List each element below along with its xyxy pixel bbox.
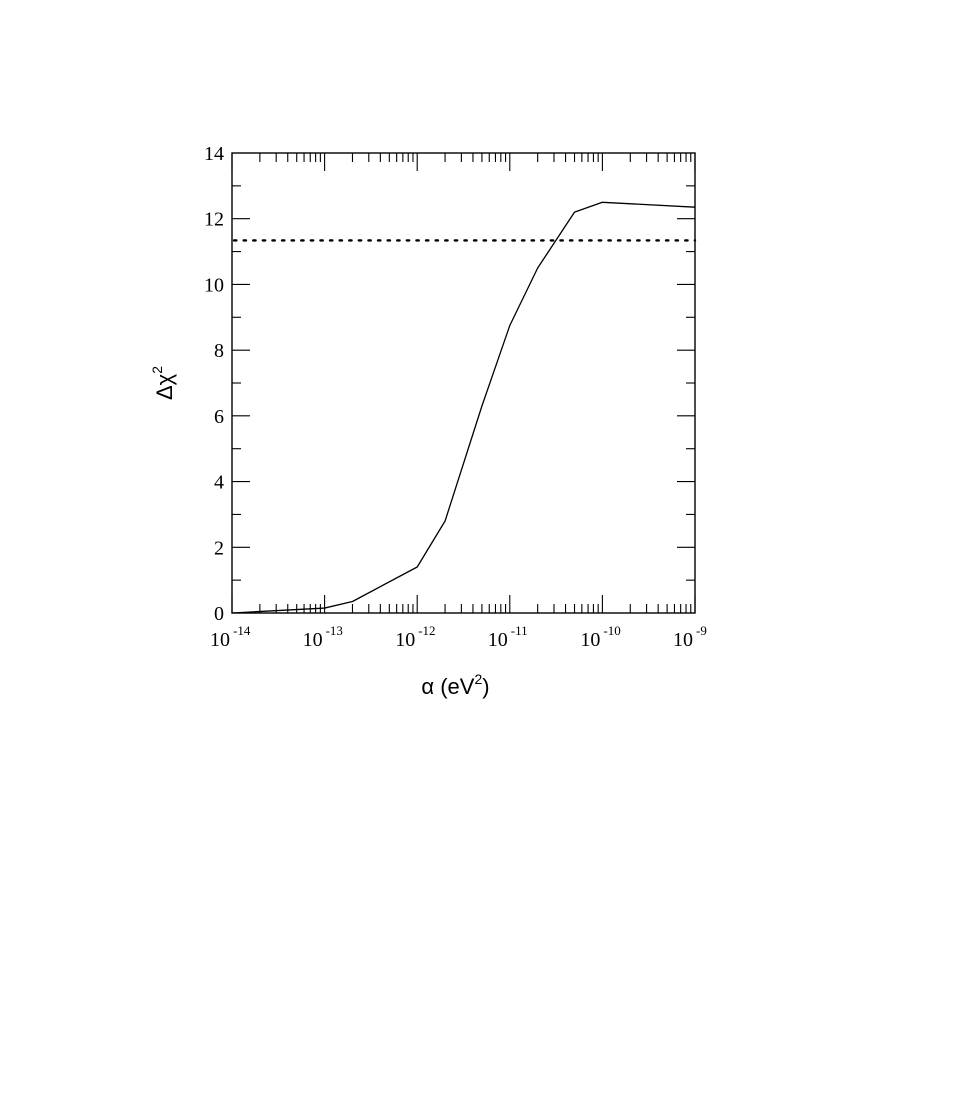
y-axis-label-base: Δχ <box>152 373 177 400</box>
y-tick-label: 12 <box>204 209 224 231</box>
y-axis-label: Δχ2 <box>149 366 177 400</box>
x-tick-exponent: -12 <box>418 623 435 638</box>
x-tick-exponent: -10 <box>603 623 620 638</box>
x-tick-exponent: -13 <box>326 623 343 638</box>
plot-frame <box>231 152 696 614</box>
y-tick-label: 10 <box>204 274 224 296</box>
x-tick-label: 10 <box>210 629 230 651</box>
x-axis-label-sup: 2 <box>474 671 482 687</box>
x-tick-label: 10 <box>488 629 508 651</box>
y-tick-label: 6 <box>214 406 224 428</box>
x-axis-label-tail: ) <box>482 674 489 699</box>
y-tick-label: 8 <box>214 340 224 362</box>
x-axis-label-base: α (eV <box>421 674 474 699</box>
x-axis-label: α (eV2) <box>421 671 489 699</box>
axis-ticks <box>231 152 696 614</box>
y-tick-label: 0 <box>214 603 224 625</box>
series-lines <box>231 201 696 614</box>
x-tick-label: 10 <box>395 629 415 651</box>
x-tick-label: 10 <box>673 629 693 651</box>
x-tick-exponent: -11 <box>511 623 528 638</box>
x-tick-label: 10 <box>303 629 323 651</box>
y-axis-label-sup: 2 <box>149 366 165 374</box>
x-tick-label: 10 <box>580 629 600 651</box>
y-tick-label: 14 <box>204 143 224 165</box>
x-tick-exponent: -9 <box>696 623 707 638</box>
x-tick-exponent: -14 <box>233 623 251 638</box>
y-tick-label: 4 <box>214 472 224 494</box>
series-line <box>231 201 696 614</box>
y-tick-label: 2 <box>214 537 224 559</box>
